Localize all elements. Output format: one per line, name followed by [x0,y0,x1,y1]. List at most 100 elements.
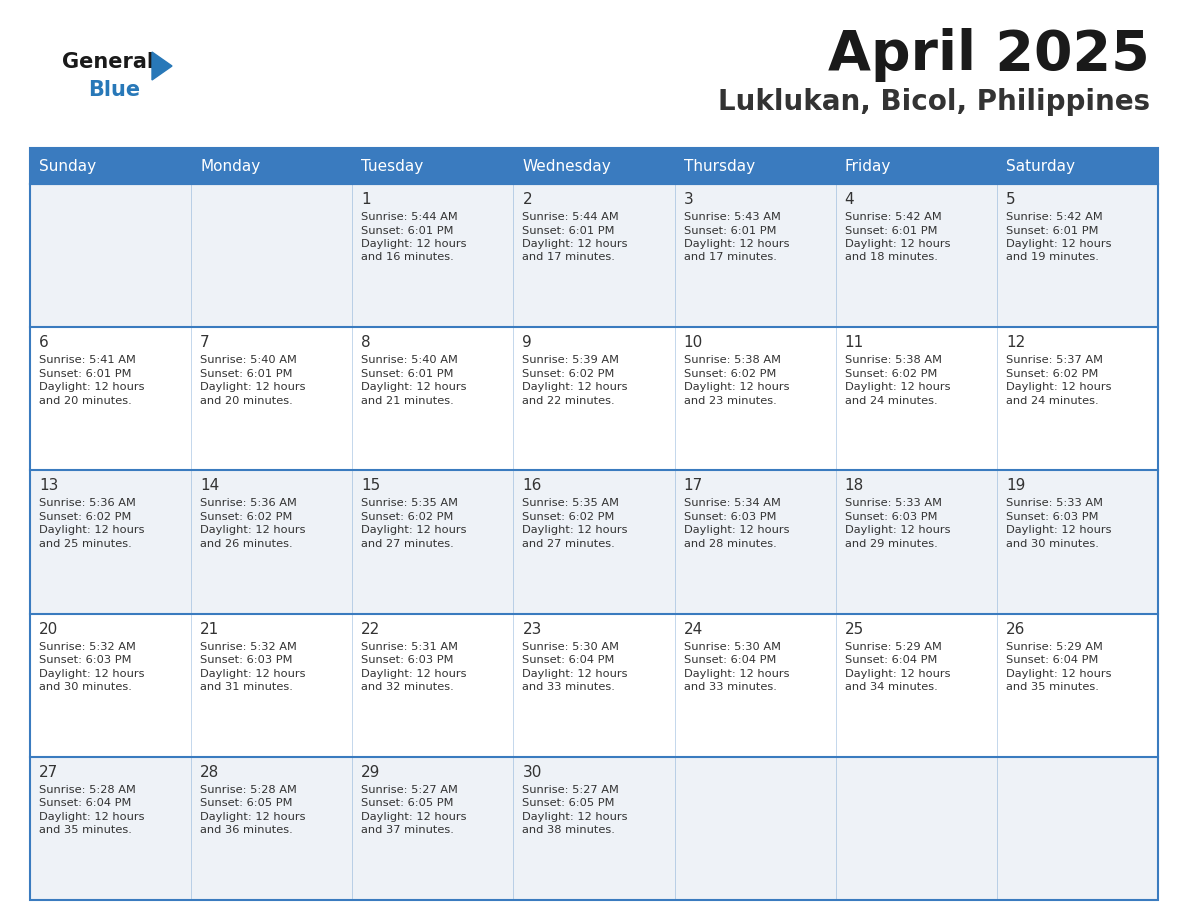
Bar [997,148,1158,184]
Text: and 28 minutes.: and 28 minutes. [683,539,776,549]
Text: Luklukan, Bicol, Philippines: Luklukan, Bicol, Philippines [718,88,1150,116]
Bar [353,148,513,184]
Text: Sunrise: 5:36 AM: Sunrise: 5:36 AM [200,498,297,509]
Bar [675,148,835,184]
Text: 1: 1 [361,192,371,207]
Text: 20: 20 [39,621,58,636]
Text: Sunrise: 5:35 AM: Sunrise: 5:35 AM [523,498,619,509]
Text: Sunset: 6:04 PM: Sunset: 6:04 PM [683,655,776,666]
Text: and 27 minutes.: and 27 minutes. [361,539,454,549]
Text: Daylight: 12 hours: Daylight: 12 hours [361,525,467,535]
Text: Daylight: 12 hours: Daylight: 12 hours [845,525,950,535]
Text: Daylight: 12 hours: Daylight: 12 hours [361,668,467,678]
Text: Daylight: 12 hours: Daylight: 12 hours [845,668,950,678]
Text: Sunset: 6:05 PM: Sunset: 6:05 PM [361,799,454,809]
Text: 13: 13 [39,478,58,493]
Text: Daylight: 12 hours: Daylight: 12 hours [1006,239,1111,249]
Text: 17: 17 [683,478,703,493]
Text: 10: 10 [683,335,703,350]
Text: Daylight: 12 hours: Daylight: 12 hours [845,239,950,249]
Text: Sunset: 6:04 PM: Sunset: 6:04 PM [39,799,132,809]
Text: Daylight: 12 hours: Daylight: 12 hours [39,812,145,822]
Text: Daylight: 12 hours: Daylight: 12 hours [683,525,789,535]
Text: 23: 23 [523,621,542,636]
Bar [30,184,1158,327]
Text: and 24 minutes.: and 24 minutes. [845,396,937,406]
Text: Sunrise: 5:29 AM: Sunrise: 5:29 AM [1006,642,1102,652]
Text: and 20 minutes.: and 20 minutes. [200,396,293,406]
Text: Sunset: 6:03 PM: Sunset: 6:03 PM [200,655,292,666]
Text: Daylight: 12 hours: Daylight: 12 hours [523,239,628,249]
Text: Sunset: 6:02 PM: Sunset: 6:02 PM [1006,369,1098,379]
Text: Daylight: 12 hours: Daylight: 12 hours [39,668,145,678]
Text: Daylight: 12 hours: Daylight: 12 hours [1006,525,1111,535]
Text: Daylight: 12 hours: Daylight: 12 hours [361,239,467,249]
Bar [30,756,1158,900]
Text: Sunset: 6:01 PM: Sunset: 6:01 PM [200,369,292,379]
Text: Sunset: 6:03 PM: Sunset: 6:03 PM [1006,512,1099,522]
Text: Sunrise: 5:43 AM: Sunrise: 5:43 AM [683,212,781,222]
Text: Wednesday: Wednesday [523,159,611,174]
Polygon shape [152,52,172,80]
Bar [30,613,1158,756]
Text: and 32 minutes.: and 32 minutes. [361,682,454,692]
Text: Daylight: 12 hours: Daylight: 12 hours [523,525,628,535]
Text: Daylight: 12 hours: Daylight: 12 hours [39,382,145,392]
Text: Sunset: 6:03 PM: Sunset: 6:03 PM [683,512,776,522]
Text: Sunrise: 5:32 AM: Sunrise: 5:32 AM [39,642,135,652]
Text: Sunrise: 5:40 AM: Sunrise: 5:40 AM [200,355,297,365]
Bar [30,148,1158,900]
Text: Sunday: Sunday [39,159,96,174]
Text: 25: 25 [845,621,864,636]
Text: Sunrise: 5:35 AM: Sunrise: 5:35 AM [361,498,459,509]
Text: and 19 minutes.: and 19 minutes. [1006,252,1099,263]
Text: and 30 minutes.: and 30 minutes. [39,682,132,692]
Text: 28: 28 [200,765,220,779]
Text: and 34 minutes.: and 34 minutes. [845,682,937,692]
Text: 16: 16 [523,478,542,493]
Text: Sunrise: 5:38 AM: Sunrise: 5:38 AM [683,355,781,365]
Bar [30,148,191,184]
Text: Daylight: 12 hours: Daylight: 12 hours [361,382,467,392]
Text: Daylight: 12 hours: Daylight: 12 hours [361,812,467,822]
Text: 15: 15 [361,478,380,493]
Text: Sunset: 6:02 PM: Sunset: 6:02 PM [200,512,292,522]
Text: and 26 minutes.: and 26 minutes. [200,539,292,549]
Text: Blue: Blue [88,80,140,100]
Text: and 33 minutes.: and 33 minutes. [523,682,615,692]
Text: Sunrise: 5:37 AM: Sunrise: 5:37 AM [1006,355,1102,365]
Text: and 25 minutes.: and 25 minutes. [39,539,132,549]
Text: Sunrise: 5:28 AM: Sunrise: 5:28 AM [39,785,135,795]
Text: Sunset: 6:02 PM: Sunset: 6:02 PM [683,369,776,379]
Bar [191,148,353,184]
Text: Daylight: 12 hours: Daylight: 12 hours [200,668,305,678]
Text: 7: 7 [200,335,210,350]
Text: Daylight: 12 hours: Daylight: 12 hours [200,525,305,535]
Text: 3: 3 [683,192,694,207]
Text: Sunrise: 5:29 AM: Sunrise: 5:29 AM [845,642,942,652]
Text: Sunset: 6:04 PM: Sunset: 6:04 PM [523,655,615,666]
Text: 22: 22 [361,621,380,636]
Text: Sunrise: 5:28 AM: Sunrise: 5:28 AM [200,785,297,795]
Text: Sunset: 6:03 PM: Sunset: 6:03 PM [39,655,132,666]
Text: and 38 minutes.: and 38 minutes. [523,825,615,835]
Text: 18: 18 [845,478,864,493]
Text: and 36 minutes.: and 36 minutes. [200,825,293,835]
Text: Sunset: 6:02 PM: Sunset: 6:02 PM [39,512,132,522]
Text: Sunrise: 5:40 AM: Sunrise: 5:40 AM [361,355,459,365]
Text: 14: 14 [200,478,220,493]
Bar [30,470,1158,613]
Text: and 17 minutes.: and 17 minutes. [523,252,615,263]
Text: Sunset: 6:01 PM: Sunset: 6:01 PM [1006,226,1099,236]
Text: Sunrise: 5:42 AM: Sunrise: 5:42 AM [845,212,941,222]
Text: Sunrise: 5:27 AM: Sunrise: 5:27 AM [523,785,619,795]
Text: and 29 minutes.: and 29 minutes. [845,539,937,549]
Text: and 22 minutes.: and 22 minutes. [523,396,615,406]
Text: Sunset: 6:01 PM: Sunset: 6:01 PM [683,226,776,236]
Text: 21: 21 [200,621,220,636]
Text: and 37 minutes.: and 37 minutes. [361,825,454,835]
Text: and 18 minutes.: and 18 minutes. [845,252,937,263]
Text: Sunset: 6:03 PM: Sunset: 6:03 PM [361,655,454,666]
Text: Sunset: 6:03 PM: Sunset: 6:03 PM [845,512,937,522]
Text: 12: 12 [1006,335,1025,350]
